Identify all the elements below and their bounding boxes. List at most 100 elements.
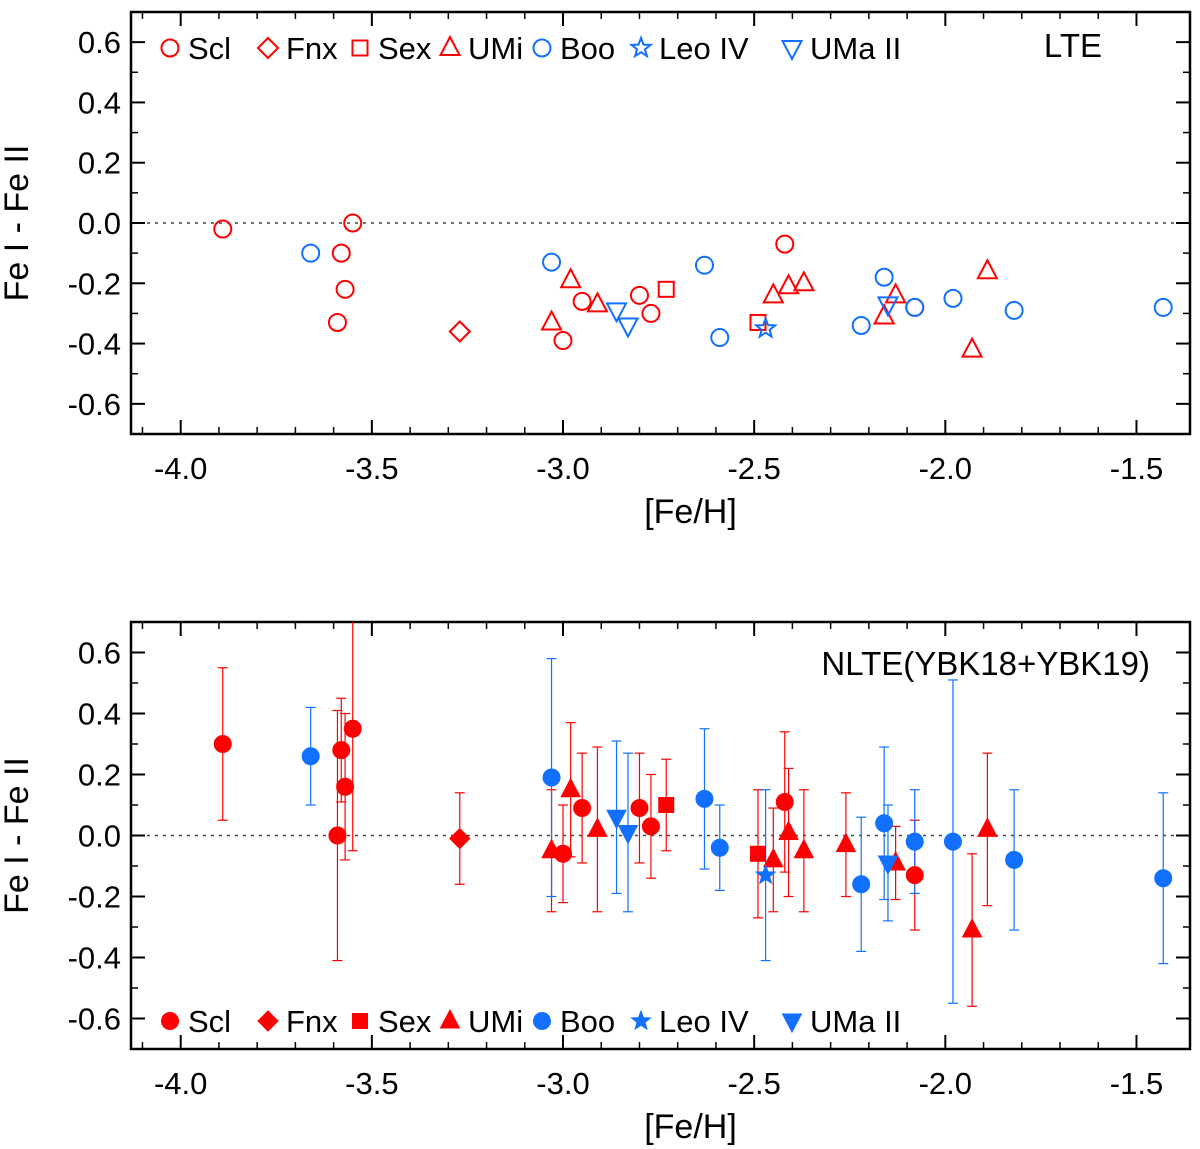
legend-marker: [257, 1010, 279, 1032]
series-umi: [541, 777, 998, 938]
data-point: [606, 809, 627, 830]
data-point: [905, 297, 925, 317]
data-point: [641, 303, 661, 323]
legend-marker: [781, 1013, 803, 1034]
data-point: [905, 832, 924, 851]
data-point: [301, 747, 320, 766]
data-point: [328, 826, 347, 845]
data-point: [1005, 850, 1024, 869]
x-tick-label: -2.5: [727, 1066, 780, 1101]
x-tick-label: -4.0: [154, 1066, 207, 1101]
data-point: [542, 252, 562, 272]
data-point: [658, 797, 675, 813]
legend-label: Fnx: [286, 1004, 338, 1039]
data-point: [943, 832, 962, 851]
data-point: [629, 285, 649, 305]
legend-label: Sex: [378, 31, 432, 66]
data-point: [213, 219, 233, 239]
legend-item: Fnx: [257, 1004, 338, 1039]
panel-nlte: -4.0 -3.5 -3.0 -2.5 -2.0 -1.5 0.6 0.4 0.2 0.0 -0.2…: [0, 620, 1192, 1146]
data-point: [749, 313, 767, 331]
y-tick-label: -0.4: [68, 941, 121, 976]
legend-label: Sex: [378, 1004, 432, 1039]
x-tick-label: -3.5: [345, 1066, 398, 1101]
x-tick-label: -3.0: [536, 451, 589, 486]
legend-item: UMa II: [781, 1004, 901, 1039]
y-tick-label: -0.2: [68, 266, 121, 301]
legend-item: Boo: [532, 31, 615, 66]
data-point: [1153, 297, 1173, 317]
data-point: [343, 213, 363, 233]
data-point: [335, 279, 355, 299]
legend-item: Leo IV: [628, 31, 749, 66]
data-point: [710, 838, 729, 857]
legend-label: UMa II: [810, 31, 901, 66]
legend-label: Boo: [560, 1004, 615, 1039]
legend-label: Scl: [188, 31, 231, 66]
y-tick-label: 0.2: [78, 146, 121, 181]
x-axis-label: [Fe/H]: [644, 493, 737, 531]
legend-label: Leo IV: [659, 1004, 749, 1039]
data-point: [641, 817, 660, 836]
y-tick-label: -0.4: [68, 327, 121, 362]
data-point: [572, 291, 592, 311]
data-point: [775, 792, 794, 811]
data-point: [542, 768, 561, 787]
data-point: [793, 838, 815, 859]
y-axis-label: Fe I - Fe II: [0, 757, 36, 914]
series-fnx: [449, 827, 471, 850]
legend-item: UMa II: [780, 31, 901, 66]
legend: Scl Fnx Sex UMi Boo Leo IV UMa II: [160, 31, 901, 66]
data-point: [852, 875, 871, 894]
legend-item: Leo IV: [630, 1004, 749, 1039]
data-point: [587, 817, 608, 837]
x-axis-label: [Fe/H]: [644, 1108, 737, 1146]
data-point: [960, 336, 984, 358]
legend-marker: [160, 38, 180, 58]
data-point: [1004, 300, 1024, 320]
legend-item: Scl: [160, 31, 231, 66]
legend-marker: [439, 1008, 461, 1029]
series-fnx: [448, 320, 472, 343]
y-tick-label: 0.4: [78, 697, 121, 732]
data-point: [762, 847, 784, 868]
series-scl: [213, 719, 924, 885]
data-point: [343, 719, 362, 738]
legend-marker: [351, 39, 369, 57]
legend-marker: [161, 1012, 179, 1030]
data-point: [448, 320, 472, 343]
data-point: [605, 302, 628, 324]
legend-item: UMi: [438, 31, 523, 66]
data-point: [905, 866, 924, 885]
legend-item: Scl: [161, 1004, 231, 1039]
data-point: [943, 288, 963, 308]
data-point: [540, 309, 563, 331]
series-leo-iv: [753, 315, 778, 339]
series-boo: [301, 747, 1173, 894]
data-point: [332, 741, 351, 760]
data-point: [617, 824, 639, 845]
y-tick-label: 0.6: [78, 25, 121, 60]
series-boo: [301, 243, 1173, 348]
y-tick-label: 0.4: [78, 85, 121, 120]
y-tick-label: -0.2: [68, 880, 121, 915]
legend-label: Leo IV: [659, 31, 749, 66]
data-point: [792, 270, 816, 292]
legend-marker: [533, 1012, 551, 1030]
data-point: [695, 789, 714, 808]
legend: Scl Fnx Sex UMi Boo Leo IV UMa II: [161, 1004, 901, 1039]
x-tick-label: -3.5: [345, 451, 398, 486]
data-point: [630, 799, 649, 818]
legend-marker: [630, 1009, 652, 1031]
data-point: [976, 258, 999, 280]
data-point: [586, 291, 609, 313]
data-point: [876, 296, 900, 318]
data-point: [753, 315, 778, 339]
y-tick-label: 0.6: [78, 636, 121, 671]
series-uma-ii: [605, 296, 900, 339]
legend-marker: [532, 38, 552, 58]
data-point: [851, 315, 871, 335]
legend-marker: [628, 35, 654, 59]
legend-marker: [256, 36, 280, 60]
